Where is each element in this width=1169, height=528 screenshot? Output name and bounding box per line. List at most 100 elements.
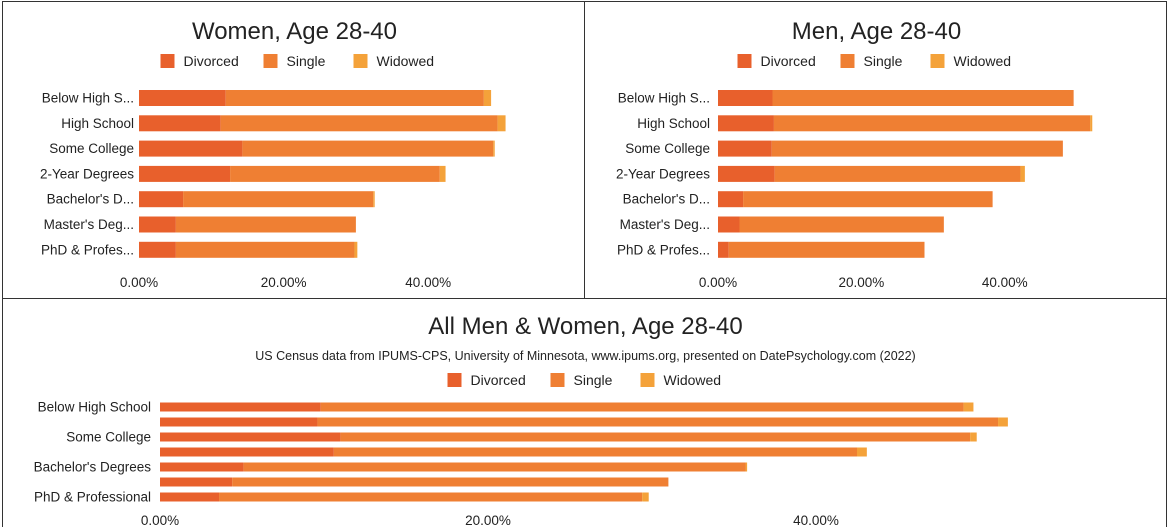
category-label: 2-Year Degrees [40, 166, 134, 181]
bar-widowed [354, 241, 358, 258]
bar-divorced [718, 191, 744, 208]
category-label: High School [637, 116, 710, 131]
legend-swatch-divorced [737, 54, 752, 68]
chart-men: Men, Age 28-40 Divorced Single Widowed Below… [616, 18, 1093, 290]
bar-single [773, 115, 1091, 132]
legend-swatch-single [263, 54, 278, 68]
bar-divorced [718, 90, 773, 106]
bar-single [230, 165, 440, 182]
legend-swatch-single [550, 373, 565, 387]
legend-label-widowed: Widowed [377, 53, 435, 69]
bar-single [175, 216, 356, 233]
bar-widowed [493, 140, 495, 157]
legend-label-divorced: Divorced [184, 53, 239, 69]
chart-panel-men: Men, Age 28-40 Divorced Single Widowed Below… [584, 1, 1167, 299]
bar-divorced [160, 432, 341, 442]
legend-label-divorced: Divorced [471, 372, 526, 388]
bar-single [771, 140, 1063, 157]
bar-divorced [160, 477, 233, 487]
bar-single [219, 492, 643, 502]
chart-title: All Men & Women, Age 28-40 [428, 313, 742, 340]
bar-single [340, 432, 971, 442]
legend-swatch-widowed [930, 54, 945, 68]
bar-widowed [373, 191, 375, 208]
bar-single [243, 462, 746, 472]
bar-widowed [970, 432, 977, 442]
bar-divorced [139, 191, 184, 208]
bar-widowed [998, 417, 1008, 427]
x-tick-label: 40.00% [793, 513, 839, 528]
bar-single [743, 191, 993, 208]
bar-widowed [1020, 165, 1025, 182]
bar-divorced [139, 90, 226, 106]
legend-swatch-widowed [353, 54, 368, 68]
chart-women: Women, Age 28-40 Divorced Single Widowed Bel… [40, 18, 506, 290]
bar-divorced [160, 462, 244, 472]
category-label: Master's Deg... [44, 217, 134, 232]
chart-panel-all: All Men & Women, Age 28-40 US Census data… [2, 298, 1167, 528]
legend-swatch-single [840, 54, 855, 68]
category-label: Some College [66, 430, 151, 445]
bar-single [728, 241, 925, 258]
x-tick-label: 0.00% [120, 275, 158, 290]
category-label: Some College [625, 141, 710, 156]
x-tick-label: 40.00% [405, 275, 451, 290]
x-tick-label: 0.00% [141, 513, 179, 528]
bar-single [774, 165, 1021, 182]
legend-label-single: Single [864, 53, 903, 69]
x-tick-label: 40.00% [982, 275, 1028, 290]
bar-widowed [745, 462, 748, 472]
bar-single [175, 241, 355, 258]
x-tick-label: 20.00% [839, 275, 885, 290]
legend-swatch-divorced [447, 373, 462, 387]
bar-single [183, 191, 374, 208]
bar-divorced [718, 115, 774, 132]
bar-divorced [139, 165, 231, 182]
legend-label-widowed: Widowed [954, 53, 1012, 69]
chart-all: All Men & Women, Age 28-40 US Census data… [34, 313, 1008, 528]
legend-label-widowed: Widowed [664, 372, 722, 388]
bar-widowed [483, 90, 492, 106]
category-label: Below High School [38, 400, 151, 415]
chart-title: Men, Age 28-40 [792, 18, 961, 45]
bar-widowed [963, 402, 974, 412]
category-label: Below High S... [618, 91, 710, 106]
bar-divorced [139, 216, 176, 233]
category-label: PhD & Professional [34, 490, 151, 505]
bar-divorced [139, 241, 176, 258]
x-tick-label: 20.00% [261, 275, 307, 290]
x-tick-label: 0.00% [699, 275, 737, 290]
category-label: PhD & Profes... [41, 242, 134, 257]
bar-widowed [642, 492, 649, 502]
category-label: Bachelor's Degrees [34, 460, 152, 475]
category-label: 2-Year Degrees [616, 166, 710, 181]
bar-widowed [439, 165, 446, 182]
legend-label-divorced: Divorced [761, 53, 816, 69]
bar-divorced [139, 115, 221, 132]
category-label: Below High S... [42, 91, 134, 106]
bar-divorced [718, 216, 740, 233]
bar-single [225, 90, 484, 106]
bar-single [333, 447, 858, 457]
category-label: Some College [49, 141, 134, 156]
legend-label-single: Single [574, 372, 613, 388]
bar-divorced [718, 165, 775, 182]
category-label: Bachelor's D... [47, 192, 134, 207]
bar-divorced [160, 492, 220, 502]
legend-swatch-divorced [160, 54, 175, 68]
bar-divorced [718, 140, 772, 157]
bar-single [320, 402, 964, 412]
bar-single [772, 90, 1074, 106]
bar-divorced [139, 140, 243, 157]
bar-widowed [497, 115, 506, 132]
category-label: High School [61, 116, 134, 131]
bar-widowed [857, 447, 867, 457]
category-label: Master's Deg... [620, 217, 710, 232]
chart-subtitle: US Census data from IPUMS-CPS, Universit… [255, 349, 915, 363]
bar-divorced [160, 402, 321, 412]
x-tick-label: 20.00% [465, 513, 511, 528]
category-label: Bachelor's D... [623, 192, 710, 207]
bar-single [220, 115, 498, 132]
category-label: PhD & Profes... [617, 242, 710, 257]
legend-swatch-widowed [640, 373, 655, 387]
